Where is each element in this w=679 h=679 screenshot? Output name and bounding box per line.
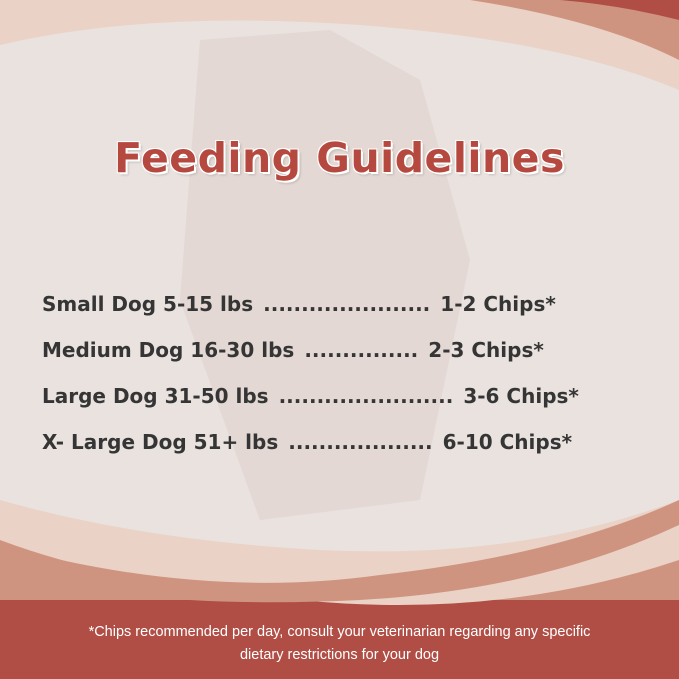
chip-amount: 3-6 Chips*: [463, 384, 579, 408]
footnote-line-2: dietary restrictions for your dog: [239, 647, 440, 663]
feeding-row-medium: Medium Dog 16-30 lbs............... 2-3 C…: [42, 338, 554, 362]
dog-size: X- Large Dog 51+ lbs: [42, 430, 279, 454]
dog-size: Large Dog 31-50 lbs: [42, 384, 269, 408]
footnote-line-1: *Chips recommended per day, consult your…: [88, 624, 591, 640]
dog-size: Medium Dog 16-30 lbs: [42, 338, 295, 362]
chip-amount: 2-3 Chips*: [428, 338, 544, 362]
dot-leader: .......................: [278, 384, 454, 408]
chip-amount: 1-2 Chips*: [440, 292, 556, 316]
footnote: *Chips recommended per day, consult your…: [0, 621, 679, 667]
dot-leader: ......................: [263, 292, 431, 316]
chip-amount: 6-10 Chips*: [442, 430, 573, 454]
feeding-row-large: Large Dog 31-50 lbs.....................…: [42, 384, 589, 408]
dot-leader: ...............: [304, 338, 419, 362]
dog-size: Small Dog 5-15 lbs: [42, 292, 254, 316]
dot-leader: ...................: [288, 430, 433, 454]
page-title: Feeding Guidelines: [114, 134, 565, 182]
feeding-row-small: Small Dog 5-15 lbs......................…: [42, 292, 566, 316]
feeding-row-xlarge: X- Large Dog 51+ lbs................... 6…: [42, 430, 582, 454]
